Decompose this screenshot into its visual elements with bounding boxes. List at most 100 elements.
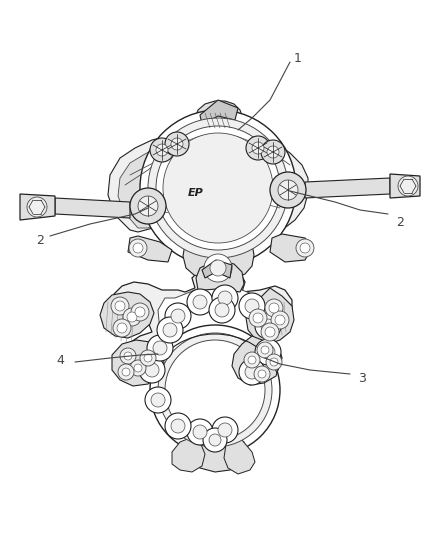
Circle shape [27, 197, 47, 217]
Circle shape [267, 146, 279, 158]
Circle shape [193, 295, 207, 309]
Polygon shape [190, 440, 245, 472]
Circle shape [130, 360, 146, 376]
Circle shape [269, 303, 279, 313]
Circle shape [165, 340, 265, 440]
Polygon shape [270, 234, 312, 262]
Circle shape [210, 260, 226, 276]
Polygon shape [128, 236, 172, 262]
Circle shape [398, 176, 418, 196]
Circle shape [134, 364, 142, 372]
Polygon shape [183, 244, 254, 279]
Circle shape [270, 358, 278, 366]
Circle shape [139, 357, 165, 383]
Polygon shape [200, 100, 238, 125]
Circle shape [209, 434, 221, 446]
Circle shape [187, 289, 213, 315]
Circle shape [212, 285, 238, 311]
Circle shape [245, 365, 259, 379]
Circle shape [254, 366, 270, 382]
Circle shape [118, 364, 134, 380]
Circle shape [218, 291, 232, 305]
Circle shape [203, 428, 227, 452]
Circle shape [209, 297, 235, 323]
Circle shape [111, 297, 129, 315]
Circle shape [265, 299, 283, 317]
Polygon shape [100, 292, 154, 338]
Circle shape [248, 356, 256, 364]
Circle shape [165, 132, 189, 156]
Circle shape [252, 142, 264, 154]
Polygon shape [195, 101, 243, 134]
Circle shape [266, 354, 282, 370]
Polygon shape [232, 336, 280, 385]
Circle shape [244, 352, 260, 368]
Circle shape [275, 315, 285, 325]
Circle shape [138, 196, 158, 216]
Circle shape [215, 303, 229, 317]
Circle shape [261, 345, 275, 359]
Circle shape [130, 188, 166, 224]
Circle shape [145, 363, 159, 377]
Circle shape [258, 370, 266, 378]
Circle shape [265, 327, 275, 337]
Circle shape [163, 133, 273, 243]
Text: 2: 2 [36, 233, 44, 246]
Circle shape [171, 138, 183, 150]
Circle shape [171, 309, 185, 323]
Circle shape [187, 419, 213, 445]
Circle shape [144, 354, 152, 362]
Polygon shape [108, 131, 308, 247]
Circle shape [129, 239, 147, 257]
Circle shape [140, 350, 156, 366]
Circle shape [124, 352, 132, 360]
Circle shape [156, 126, 280, 250]
Text: EP: EP [188, 188, 204, 198]
Circle shape [171, 419, 185, 433]
Polygon shape [112, 340, 164, 386]
Circle shape [117, 323, 127, 333]
Circle shape [249, 309, 267, 327]
Polygon shape [158, 287, 275, 441]
Circle shape [300, 243, 310, 253]
Circle shape [131, 303, 149, 321]
Circle shape [255, 313, 281, 339]
Polygon shape [118, 137, 290, 236]
Circle shape [163, 323, 177, 337]
Circle shape [193, 425, 207, 439]
Circle shape [150, 325, 280, 455]
Circle shape [156, 144, 168, 156]
Circle shape [150, 138, 174, 162]
Circle shape [261, 140, 285, 164]
Polygon shape [202, 260, 232, 278]
Circle shape [148, 118, 288, 258]
Circle shape [153, 341, 167, 355]
Circle shape [122, 368, 130, 376]
Polygon shape [196, 261, 244, 292]
Circle shape [246, 136, 270, 160]
Circle shape [165, 303, 191, 329]
Circle shape [239, 293, 265, 319]
Circle shape [212, 417, 238, 443]
Circle shape [270, 172, 306, 208]
Circle shape [120, 348, 136, 364]
Circle shape [151, 393, 165, 407]
Circle shape [261, 319, 275, 333]
Circle shape [257, 342, 273, 358]
Text: 3: 3 [358, 372, 366, 384]
Circle shape [255, 339, 281, 365]
Text: 2: 2 [396, 215, 404, 229]
Circle shape [261, 346, 269, 354]
Polygon shape [305, 178, 390, 198]
Circle shape [245, 299, 259, 313]
Circle shape [261, 323, 279, 341]
Polygon shape [20, 194, 55, 220]
Circle shape [158, 333, 272, 447]
Circle shape [145, 387, 171, 413]
Polygon shape [224, 436, 255, 474]
Polygon shape [390, 174, 420, 198]
Circle shape [140, 110, 296, 266]
Text: 1: 1 [294, 52, 302, 64]
Circle shape [113, 319, 131, 337]
Circle shape [157, 317, 183, 343]
